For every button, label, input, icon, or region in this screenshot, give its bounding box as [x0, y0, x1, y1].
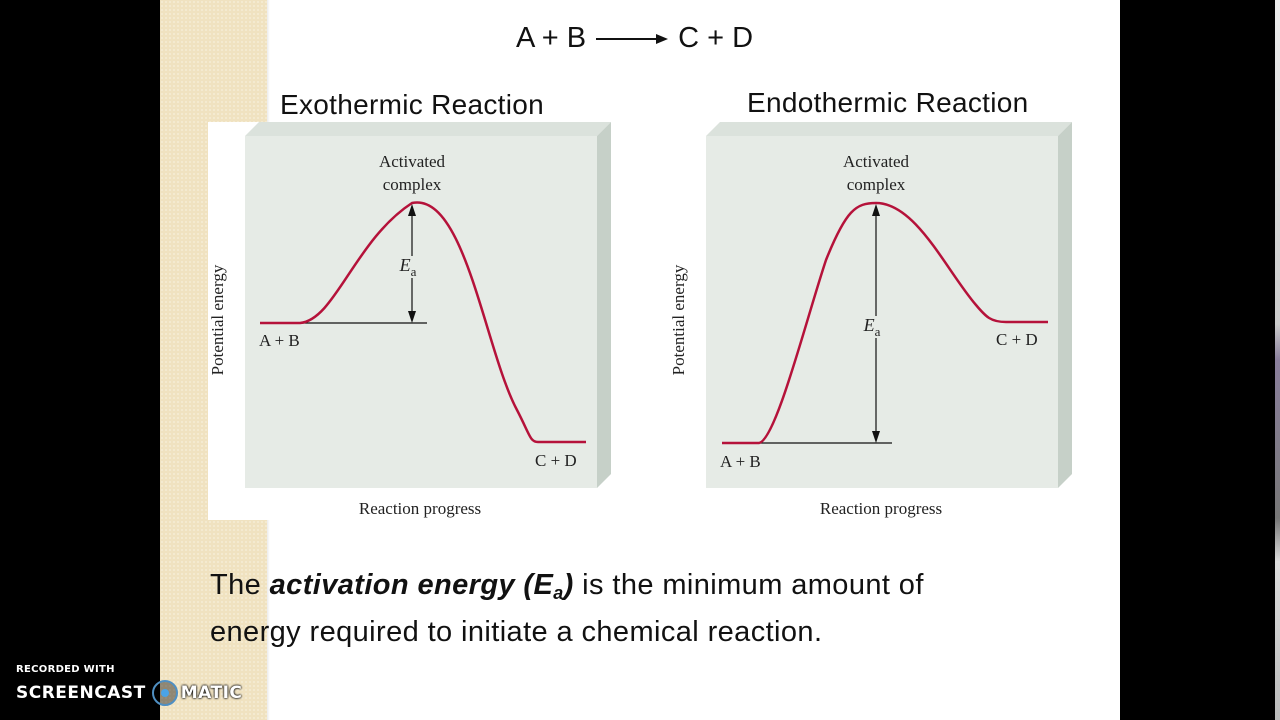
equation-reactants: A + B — [516, 22, 587, 54]
caption-term-text: activation energy (E — [269, 569, 554, 601]
svg-text:Reaction progress: Reaction progress — [820, 499, 942, 518]
svg-text:C + D: C + D — [996, 330, 1038, 349]
watermark-brand-left: SCREENCAST — [16, 683, 146, 703]
right-letterbox — [1120, 0, 1275, 720]
svg-text:Potential energy: Potential energy — [669, 264, 688, 375]
caption-line2: energy required to initiate a chemical r… — [210, 616, 823, 648]
screencast-watermark: RECORDED WITH SCREENCAST MATIC — [16, 664, 242, 706]
exothermic-title: Exothermic Reaction — [280, 89, 545, 120]
x-axis-label: Reaction progress — [359, 499, 481, 518]
caption-term-sub: a — [553, 583, 564, 603]
right-screen-edge — [1275, 0, 1280, 720]
svg-text:A + B: A + B — [259, 331, 300, 350]
caption-rest: is the minimum amount of — [573, 569, 924, 601]
svg-text:A + B: A + B — [720, 452, 761, 471]
watermark-brand-right: MATIC — [180, 683, 243, 703]
svg-text:C + D: C + D — [535, 451, 577, 470]
svg-text:complex: complex — [383, 175, 442, 194]
caption-term: activation energy (Ea) — [269, 569, 574, 603]
caption-term-close: ) — [563, 569, 574, 601]
exothermic-chart: Potential energy Reaction progress Activ… — [205, 120, 615, 525]
svg-text:Activated: Activated — [843, 152, 910, 171]
endothermic-chart: Potential energy Reaction progress Activ… — [666, 120, 1076, 525]
reaction-equation: A + B C + D — [516, 22, 753, 55]
svg-text:Activated: Activated — [379, 152, 446, 171]
caption-prefix: The — [210, 569, 270, 601]
slide: A + B C + D Exothermic Reaction Endother… — [160, 0, 1120, 720]
watermark-recorded-with: RECORDED WITH — [16, 664, 115, 675]
equation-products: C + D — [678, 22, 754, 54]
svg-text:complex: complex — [847, 175, 906, 194]
y-axis-label: Potential energy — [208, 264, 227, 375]
endothermic-title: Endothermic Reaction — [747, 87, 1029, 118]
right-arrow-icon — [596, 33, 669, 44]
activation-energy-definition: The activation energy (Ea) is the minimu… — [210, 566, 990, 652]
screencast-logo-icon — [151, 680, 178, 706]
